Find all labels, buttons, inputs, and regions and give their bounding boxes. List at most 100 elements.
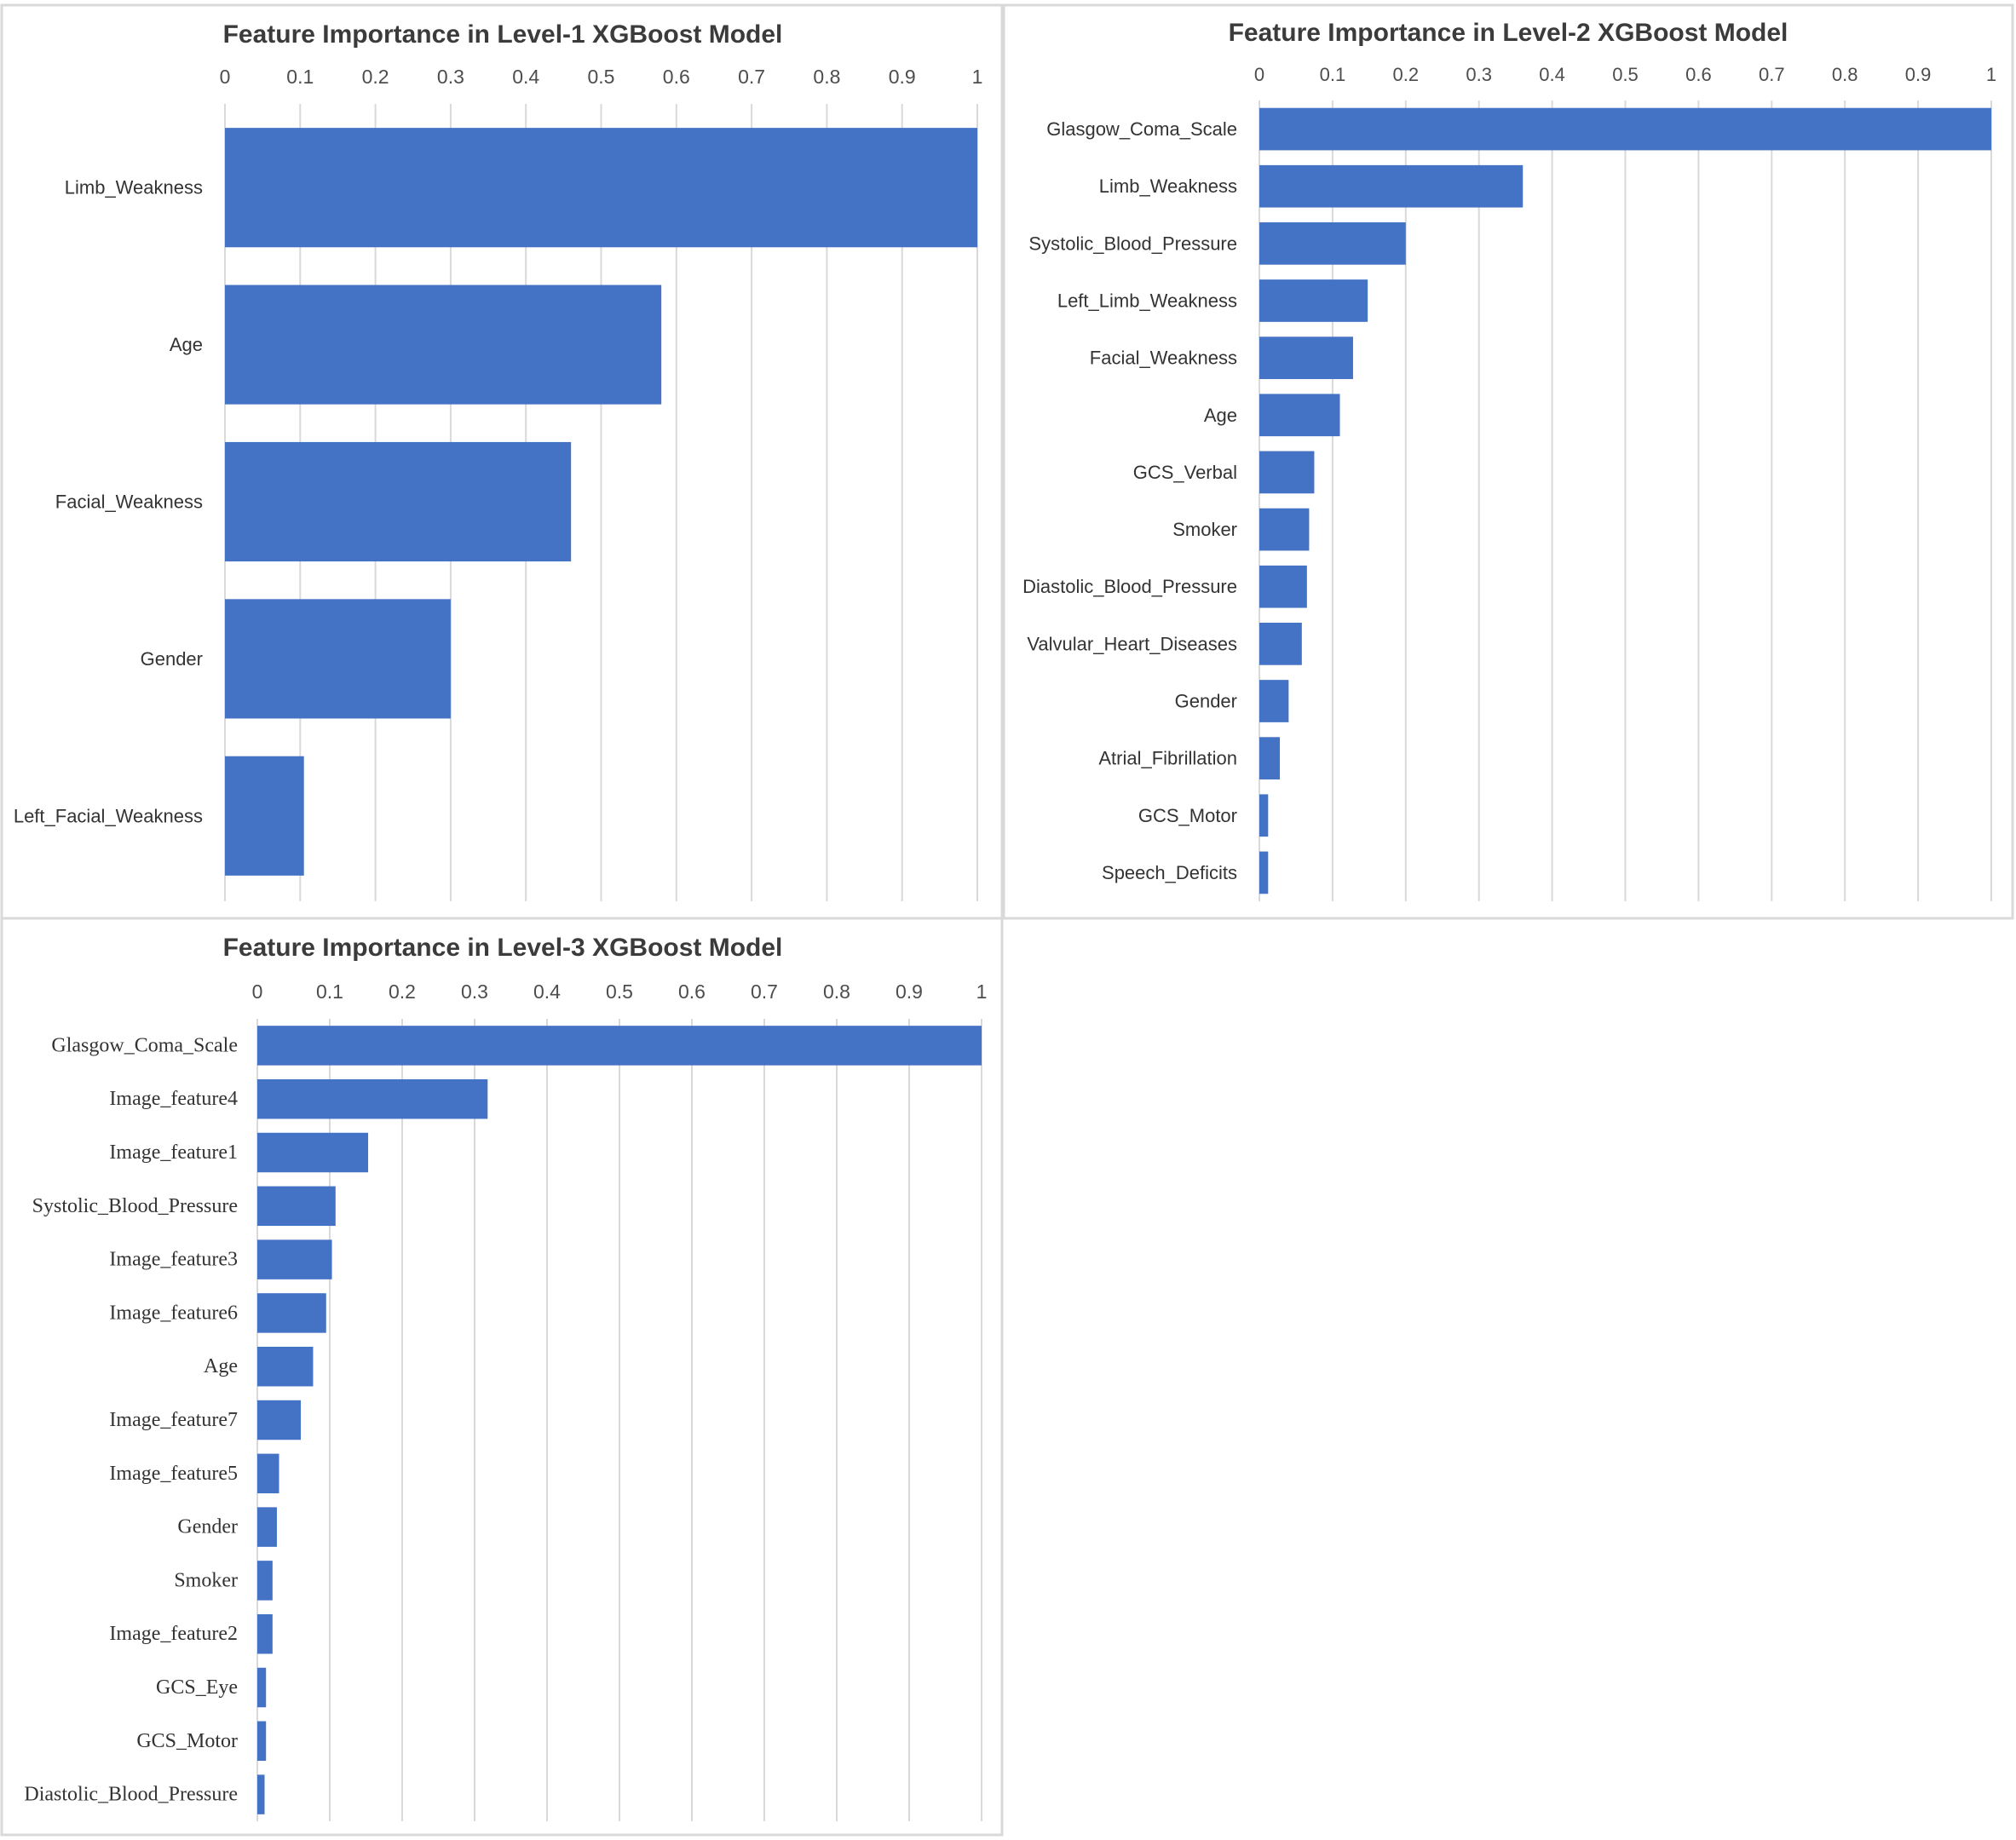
category-label: GCS_Motor <box>1138 805 1237 826</box>
bar <box>1259 107 1991 151</box>
category-label: Image_feature7 <box>109 1409 238 1431</box>
x-tick-label: 0.4 <box>512 66 539 88</box>
category-label: Diastolic_Blood_Pressure <box>24 1784 238 1806</box>
bar <box>257 1667 267 1708</box>
bar <box>1259 565 1307 608</box>
chart-2-title: Feature Importance in Level-2 XGBoost Mo… <box>1229 19 1788 47</box>
bar <box>1259 508 1310 551</box>
category-label: Atrial_Fibrillation <box>1098 748 1237 769</box>
x-tick-label: 0.7 <box>1759 64 1785 85</box>
x-tick-label: 0.2 <box>389 980 416 1003</box>
category-label: Left_Facial_Weakness <box>14 805 203 826</box>
x-tick-label: 1 <box>972 66 983 88</box>
bar <box>1259 623 1302 665</box>
bar <box>257 1613 273 1654</box>
level-3-chart: Feature Importance in Level-3 XGBoost Mo… <box>0 917 1004 1837</box>
x-tick-label: 0.8 <box>813 66 840 88</box>
x-tick-label: 0.8 <box>823 980 850 1003</box>
category-label: GCS_Motor <box>136 1730 238 1752</box>
category-label: Age <box>1204 405 1237 426</box>
category-label: GCS_Verbal <box>1133 462 1237 483</box>
category-label: Image_feature3 <box>109 1249 238 1271</box>
category-label: Facial_Weakness <box>1090 348 1237 369</box>
category-label: Valvular_Heart_Diseases <box>1027 633 1237 654</box>
bar <box>257 1239 332 1279</box>
bar <box>225 756 304 876</box>
x-tick-label: 0.4 <box>1539 64 1565 85</box>
category-label: Facial_Weakness <box>55 492 203 513</box>
category-label: GCS_Eye <box>156 1676 238 1699</box>
category-label: Image_feature4 <box>109 1088 238 1110</box>
bar <box>1259 680 1289 722</box>
bar <box>257 1026 982 1066</box>
bar <box>257 1132 369 1173</box>
x-tick-label: 0.6 <box>1685 64 1712 85</box>
bar <box>1259 336 1353 379</box>
category-label: Limb_Weakness <box>1099 175 1237 197</box>
bar <box>1259 851 1269 894</box>
category-label: Image_feature5 <box>109 1463 238 1485</box>
bar <box>225 128 977 248</box>
x-tick-label: 0.9 <box>889 66 916 88</box>
x-tick-label: 0.5 <box>1612 64 1639 85</box>
bar <box>257 1186 336 1227</box>
bar <box>257 1774 265 1814</box>
x-tick-label: 0.3 <box>461 980 488 1003</box>
category-label: Glasgow_Coma_Scale <box>51 1034 238 1056</box>
x-tick-label: 0.2 <box>1393 64 1420 85</box>
x-tick-label: 0 <box>1254 64 1264 85</box>
bar <box>257 1453 279 1494</box>
x-tick-label: 0.2 <box>362 66 389 88</box>
category-label: Image_feature6 <box>109 1302 238 1324</box>
chart-3-title: Feature Importance in Level-3 XGBoost Mo… <box>223 934 783 962</box>
x-tick-label: 0.1 <box>286 66 314 88</box>
chart-3-frame <box>0 917 1004 1837</box>
bar <box>257 1721 267 1762</box>
category-label: Systolic_Blood_Pressure <box>1028 233 1237 254</box>
category-label: Smoker <box>174 1569 238 1591</box>
bar <box>225 599 451 719</box>
bar <box>1259 737 1281 779</box>
x-tick-label: 0 <box>220 66 231 88</box>
category-label: Gender <box>141 648 203 670</box>
x-tick-label: 0.9 <box>1905 64 1932 85</box>
category-label: Systolic_Blood_Pressure <box>32 1195 238 1217</box>
category-label: Speech_Deficits <box>1102 862 1237 883</box>
bar <box>1259 451 1315 494</box>
x-tick-label: 0.6 <box>663 66 690 88</box>
bar <box>1259 394 1340 437</box>
chart-1-title: Feature Importance in Level-1 XGBoost Mo… <box>223 20 783 49</box>
category-label: Image_feature2 <box>109 1623 238 1645</box>
category-label: Glasgow_Coma_Scale <box>1046 118 1237 140</box>
x-tick-label: 0.3 <box>437 66 464 88</box>
category-label: Image_feature1 <box>109 1141 238 1164</box>
category-label: Age <box>170 334 203 355</box>
x-tick-label: 0 <box>252 980 263 1003</box>
bar <box>225 285 662 405</box>
bar <box>1259 222 1406 265</box>
category-label: Diastolic_Blood_Pressure <box>1022 576 1237 597</box>
chart-2-frame <box>1002 3 2014 920</box>
bar <box>257 1561 273 1601</box>
level-1-chart: Feature Importance in Level-1 XGBoost Mo… <box>0 3 1004 920</box>
category-label: Gender <box>177 1516 238 1538</box>
bar <box>1259 279 1368 322</box>
x-tick-label: 0.7 <box>751 980 778 1003</box>
bar <box>257 1346 314 1387</box>
x-tick-label: 0.6 <box>678 980 706 1003</box>
category-label: Smoker <box>1172 519 1237 540</box>
x-tick-label: 1 <box>976 980 988 1003</box>
x-tick-label: 0.1 <box>1320 64 1346 85</box>
x-tick-label: 0.7 <box>738 66 765 88</box>
bar <box>225 441 572 562</box>
category-label: Age <box>204 1355 238 1377</box>
x-tick-label: 0.3 <box>1466 64 1492 85</box>
category-label: Limb_Weakness <box>65 177 203 198</box>
category-label: Left_Limb_Weakness <box>1057 290 1237 312</box>
bar <box>257 1078 488 1119</box>
bar <box>1259 794 1269 837</box>
bar <box>257 1507 277 1547</box>
x-tick-label: 0.9 <box>896 980 923 1003</box>
